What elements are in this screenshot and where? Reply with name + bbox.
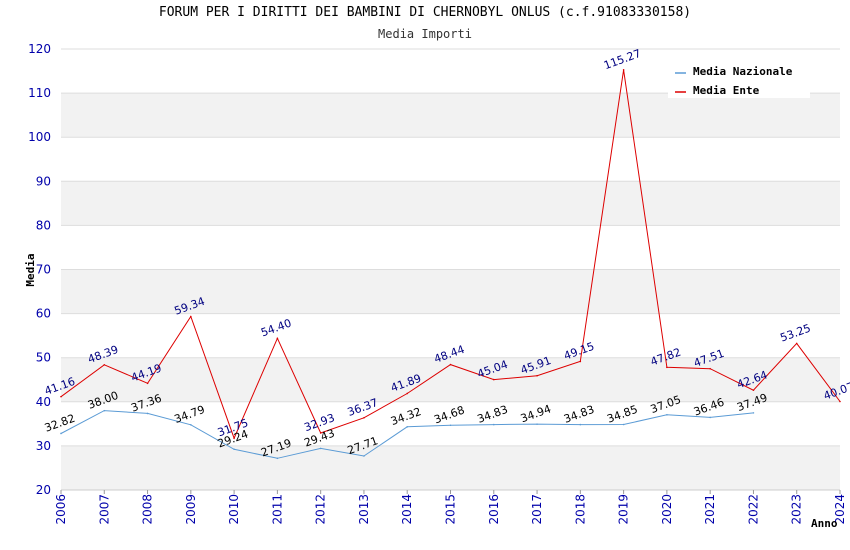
y-axis-label: Media xyxy=(24,253,37,286)
plot-band xyxy=(61,445,840,490)
y-tick-label: 120 xyxy=(28,42,51,56)
data-point xyxy=(233,448,235,451)
data-point xyxy=(579,423,582,426)
data-point xyxy=(666,414,668,416)
plot-band xyxy=(61,401,840,446)
x-axis-ticks: 2006 2007 2008 2009 2010 2011 2012 2013 2014 2015… xyxy=(54,490,847,525)
legend-label-media-nazionale: Media Nazionale xyxy=(693,65,793,78)
x-tick-label: 2021 xyxy=(703,494,717,525)
data-point xyxy=(622,423,625,426)
y-tick-label: 60 xyxy=(36,307,51,321)
data-point xyxy=(190,423,192,426)
plot-bands xyxy=(61,49,840,490)
data-point xyxy=(406,426,409,428)
y-tick-label: 40 xyxy=(36,395,51,409)
x-tick-label: 2014 xyxy=(400,494,414,525)
data-point xyxy=(103,364,106,366)
data-point xyxy=(449,424,452,427)
legend-label-media-ente: Media Ente xyxy=(693,84,760,97)
plot-band xyxy=(61,137,840,182)
y-tick-label: 70 xyxy=(36,263,51,277)
data-point xyxy=(276,337,279,340)
data-point xyxy=(60,432,62,435)
y-tick-label: 110 xyxy=(28,86,51,100)
x-tick-label: 2022 xyxy=(746,494,760,525)
plot-band xyxy=(61,181,840,226)
data-point xyxy=(319,432,322,434)
data-point xyxy=(319,447,322,450)
y-tick-label: 100 xyxy=(28,130,51,144)
y-tick-label: 20 xyxy=(36,483,51,497)
data-point xyxy=(579,360,582,363)
data-point xyxy=(752,389,755,391)
chart-subtitle: Media Importi xyxy=(378,27,472,41)
data-point xyxy=(233,437,235,439)
y-tick-label: 50 xyxy=(36,351,51,365)
data-point xyxy=(795,342,798,345)
x-tick-label: 2016 xyxy=(487,494,501,525)
y-tick-label: 90 xyxy=(36,174,51,188)
x-tick-label: 2023 xyxy=(790,494,804,525)
x-tick-label: 2006 xyxy=(54,494,68,525)
x-tick-label: 2008 xyxy=(141,494,155,525)
y-tick-label: 30 xyxy=(36,439,51,453)
data-point xyxy=(103,409,106,412)
data-point xyxy=(190,315,192,318)
x-tick-label: 2020 xyxy=(660,494,674,525)
data-point xyxy=(449,363,452,366)
data-point xyxy=(492,423,495,426)
data-point xyxy=(666,366,668,369)
data-point xyxy=(536,374,538,377)
x-axis-label: Anno xyxy=(811,517,838,530)
x-tick-label: 2013 xyxy=(357,494,371,525)
data-point xyxy=(492,378,495,381)
data-point xyxy=(536,423,538,425)
data-point xyxy=(839,400,841,403)
data-point xyxy=(752,412,755,414)
x-tick-label: 2019 xyxy=(617,494,631,525)
data-point xyxy=(406,392,409,395)
data-point xyxy=(709,367,711,370)
y-axis-ticks: 20 30 40 50 60 70 80 90 100 110 120 xyxy=(28,42,51,497)
data-point xyxy=(146,382,149,385)
data-point xyxy=(709,416,711,419)
legend-box xyxy=(668,60,810,98)
data-point xyxy=(146,412,149,415)
x-tick-label: 2009 xyxy=(184,494,198,525)
x-tick-label: 2012 xyxy=(314,494,328,525)
x-tick-label: 2011 xyxy=(270,494,284,525)
x-tick-label: 2018 xyxy=(573,494,587,525)
chart-title: FORUM PER I DIRITTI DEI BAMBINI DI CHERN… xyxy=(158,5,692,20)
x-tick-label: 2017 xyxy=(530,494,544,525)
plot-band xyxy=(61,313,840,358)
data-point xyxy=(276,457,279,460)
plot-band xyxy=(61,269,840,314)
plot-band xyxy=(61,225,840,270)
x-tick-label: 2007 xyxy=(97,494,111,525)
series-lines xyxy=(60,69,841,460)
x-tick-label: 2010 xyxy=(227,494,241,525)
data-point xyxy=(60,395,62,398)
x-tick-label: 2024 xyxy=(833,494,847,525)
data-point xyxy=(363,417,365,419)
y-tick-label: 80 xyxy=(36,218,51,232)
legend: Media Nazionale Media Ente xyxy=(668,60,810,98)
x-tick-label: 2015 xyxy=(444,494,458,525)
data-point xyxy=(363,455,365,457)
plot-band xyxy=(61,93,840,138)
data-point xyxy=(622,69,625,71)
